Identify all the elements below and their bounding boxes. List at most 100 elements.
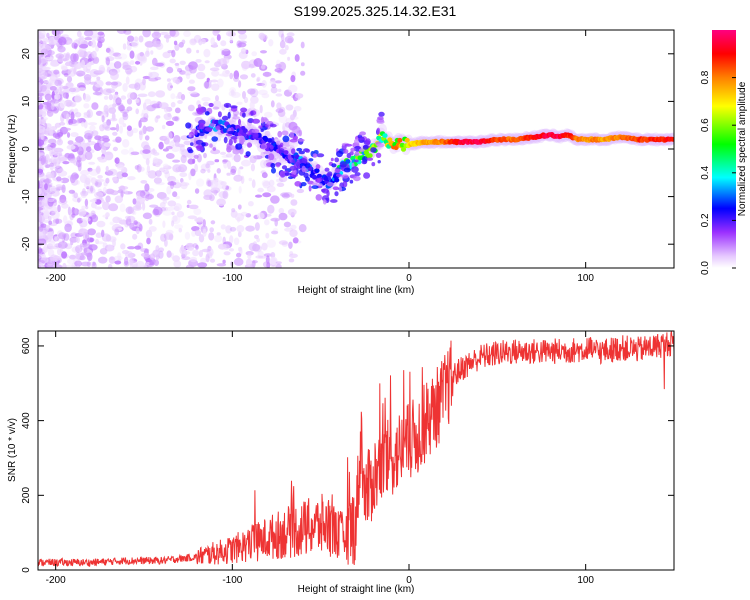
noise-blob: [47, 198, 55, 203]
ridge-branch-blob: [292, 137, 297, 140]
noise-blob: [233, 174, 243, 182]
ridge-branch-blob: [209, 143, 213, 148]
noise-blob: [58, 168, 64, 172]
noise-blob: [238, 80, 242, 88]
noise-blob: [169, 58, 176, 64]
noise-blob: [38, 259, 45, 265]
noise-blob: [162, 163, 169, 168]
noise-blob: [81, 193, 87, 199]
noise-blob: [148, 71, 153, 79]
noise-blob: [39, 209, 48, 213]
noise-blob: [152, 208, 160, 216]
noise-blob: [127, 35, 135, 42]
noise-blob: [296, 188, 305, 194]
noise-blob: [140, 56, 147, 62]
noise-blob: [180, 94, 186, 101]
ridge-branch-blob: [330, 199, 338, 203]
noise-blob: [142, 149, 151, 155]
noise-blob: [289, 251, 294, 256]
noise-blob: [126, 128, 134, 137]
noise-blob: [171, 220, 175, 227]
noise-blob: [38, 114, 41, 122]
noise-blob: [53, 108, 59, 113]
noise-blob: [274, 68, 283, 73]
noise-blob: [122, 111, 128, 118]
noise-blob: [233, 70, 240, 80]
ridge-branch-blob: [371, 162, 376, 167]
noise-blob: [209, 227, 214, 233]
noise-blob: [95, 238, 100, 245]
noise-blob: [172, 191, 178, 198]
noise-blob: [165, 229, 174, 235]
noise-blob: [180, 178, 184, 183]
noise-blob: [140, 252, 150, 257]
noise-blob: [62, 92, 69, 99]
noise-blob: [267, 204, 275, 214]
noise-blob: [250, 262, 255, 268]
noise-blob: [130, 151, 140, 156]
ridge-branch-blob: [242, 112, 246, 118]
noise-blob: [38, 76, 42, 82]
noise-blob: [188, 204, 199, 210]
ridge-branch-blob: [221, 115, 229, 121]
noise-blob: [38, 37, 49, 44]
noise-blob: [117, 53, 128, 60]
ridge-branch-blob: [356, 146, 361, 150]
noise-blob: [296, 130, 302, 137]
noise-blob: [268, 39, 274, 47]
noise-blob: [65, 113, 70, 122]
y-tick-label: 200: [21, 487, 32, 504]
noise-blob: [163, 34, 172, 39]
noise-blob: [105, 234, 112, 242]
noise-blob: [38, 45, 42, 54]
ridge-cell: [345, 159, 351, 164]
noise-blob: [54, 100, 60, 107]
noise-blob: [177, 68, 183, 73]
noise-blob: [83, 112, 89, 116]
noise-blob: [112, 176, 117, 182]
ridge-branch-blob: [279, 170, 285, 178]
noise-blob: [256, 78, 260, 82]
noise-blob: [43, 72, 48, 79]
noise-blob: [94, 70, 105, 74]
noise-blob: [218, 58, 227, 67]
noise-blob: [67, 68, 77, 77]
noise-blob: [166, 250, 172, 258]
noise-blob: [195, 216, 205, 224]
ridge-branch-blob: [196, 145, 204, 152]
noise-blob: [202, 219, 206, 228]
noise-blob: [51, 149, 55, 155]
noise-blob: [86, 186, 90, 190]
noise-blob: [144, 183, 150, 192]
noise-blob: [44, 69, 49, 76]
noise-blob: [86, 95, 91, 102]
noise-blob: [214, 234, 223, 243]
ridge-branch-blob: [252, 118, 260, 124]
noise-blob: [70, 53, 77, 62]
noise-blob: [90, 210, 96, 216]
noise-blob: [276, 102, 282, 110]
colorbar-tick-label: 0.0: [700, 261, 711, 275]
noise-blob: [212, 186, 217, 196]
noise-blob: [114, 56, 123, 60]
noise-blob: [192, 243, 198, 249]
noise-blob: [125, 76, 130, 85]
ridge-branch-blob: [227, 111, 231, 119]
ridge-branch-blob: [267, 153, 275, 161]
noise-blob: [79, 242, 88, 248]
noise-blob: [38, 230, 44, 237]
noise-blob: [58, 199, 68, 205]
snr-y-ticks: 0 200 400 600: [21, 337, 674, 573]
ridge-branch-blob: [363, 172, 371, 179]
ridge-branch-blob: [315, 177, 322, 183]
noise-blob: [87, 122, 98, 126]
noise-blob: [155, 170, 162, 177]
noise-blob: [120, 109, 130, 114]
ridge-branch-blob: [238, 118, 241, 126]
noise-blob: [142, 78, 146, 86]
noise-blob: [132, 198, 137, 205]
noise-blob: [79, 174, 88, 184]
noise-blob: [108, 94, 113, 101]
noise-blob: [48, 241, 56, 250]
ridge-branch-blob: [235, 143, 243, 150]
